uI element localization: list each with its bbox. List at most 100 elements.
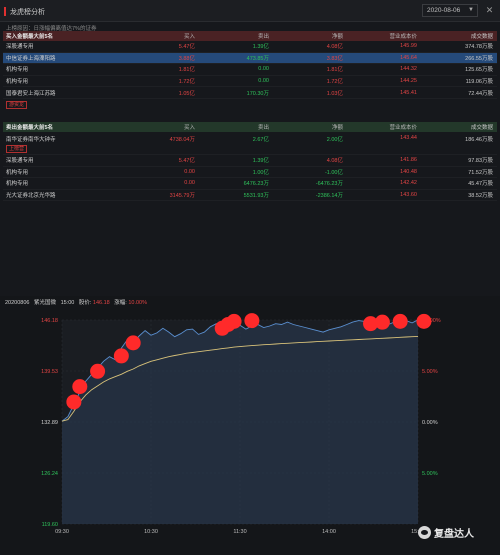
chart-info-bar: 20200806 紫光国微 15:00 股价: 146.18 涨幅: 10.00…	[5, 298, 150, 306]
y-tick-label: 126.24	[41, 471, 58, 477]
title-accent	[4, 7, 6, 16]
pct-tick-label: 5.00%	[422, 471, 438, 477]
cost-price: 141.86	[400, 157, 417, 164]
x-tick-label: 10:30	[144, 529, 158, 535]
tag-button[interactable]: 游资龙	[6, 100, 28, 109]
trade-marker	[392, 313, 408, 329]
net-amount: 2.00亿	[326, 137, 343, 143]
sell-amount: 5531.93万	[243, 193, 269, 200]
watermark-text: 复盘达人	[434, 528, 474, 540]
table-row[interactable]: 国泰君安上海江苏路 1.05亿 170.30万 1.03亿 145.41 72.…	[3, 87, 497, 99]
col-cost: 营业成本价	[389, 34, 417, 40]
buy-amount: 4738.04万	[169, 137, 195, 143]
listing-reason: 上榜原因：日涨幅偏离值达7%的证券	[6, 26, 97, 32]
col-net: 净额	[331, 125, 343, 131]
buy-amount: 5.47亿	[178, 44, 195, 51]
chevron-down-icon: ▼	[468, 7, 474, 13]
x-tick-label: 11:30	[233, 529, 246, 535]
seat-name: 机构专用	[6, 169, 29, 176]
col-sell: 卖出	[257, 125, 269, 131]
table-row[interactable]: 机构专用 0.00 6476.23万 -6476.23万 142.42 45.4…	[3, 178, 497, 190]
close-icon[interactable]: ✕	[485, 5, 494, 15]
wechat-icon	[418, 525, 431, 539]
trade-marker	[363, 316, 379, 332]
cost-price: 142.42	[400, 180, 417, 187]
buy-amount: 0.00	[184, 180, 195, 187]
seat-name: 南华证券南华大钟寺	[6, 137, 56, 143]
sell-amount: 170.30万	[246, 90, 269, 97]
seat-name: 深股通专用	[6, 44, 34, 51]
table-row[interactable]: 南华证券南华大钟寺 上榜营 4738.04万 2.67亿 2.00亿 143.4…	[3, 132, 497, 155]
sell-amount: 0.00	[258, 66, 269, 73]
net-amount: 4.08亿	[326, 158, 343, 165]
trade-marker	[244, 313, 260, 329]
trade-marker	[113, 348, 129, 364]
average-price-line	[61, 335, 419, 422]
net-amount: 1.03亿	[326, 90, 343, 97]
chart-date: 20200806	[5, 300, 30, 306]
x-tick-label: 09:30	[55, 529, 69, 535]
cost-price: 140.48	[400, 168, 417, 175]
col-buy: 买入	[183, 34, 195, 40]
sell-amount: 1.00亿	[252, 169, 269, 176]
deal-volume: 72.44万股	[468, 90, 493, 97]
buy-table-header: 买入金额最大前5名 买入 卖出 净额 营业成本价 成交数据	[3, 31, 497, 41]
sell-table-title: 卖出金额最大前5名	[6, 125, 54, 131]
trade-marker	[66, 394, 82, 410]
seat-name: 光大证券北京光华路	[6, 193, 56, 200]
sell-table-header: 卖出金额最大前5名 买入 卖出 净额 营业成本价 成交数据	[3, 122, 497, 132]
table-row[interactable]: 光大证券北京光华路 3145.79万 5531.93万 -2386.14万 14…	[3, 190, 497, 202]
sell-amount: 1.39亿	[252, 44, 269, 51]
seat-name: 国泰君安上海江苏路	[6, 90, 56, 97]
date-select[interactable]: 2020-08-06 ▼	[422, 4, 478, 17]
trade-marker	[226, 313, 242, 329]
cost-price: 143.60	[400, 192, 417, 199]
seat-name: 机构专用	[6, 79, 29, 86]
intraday-price-chart[interactable]: 146.18139.53132.89126.24119.6010.00%5.00…	[0, 305, 500, 550]
col-deal: 成交数据	[470, 34, 493, 40]
sell-amount: 473.85万	[246, 55, 269, 62]
col-deal: 成交数据	[470, 125, 493, 131]
net-amount: -6476.23万	[315, 181, 343, 188]
table-row[interactable]: 机构专用 1.81亿 0.00 1.81亿 144.32 125.65万股	[3, 64, 497, 76]
tag-button[interactable]: 上榜营	[6, 145, 28, 153]
table-row[interactable]: 深股通专用 5.47亿 1.39亿 4.08亿 141.86 97.83万股	[3, 155, 497, 167]
price-label: 股价:	[78, 300, 92, 306]
seat-name: 机构专用	[6, 181, 29, 188]
col-buy: 买入	[183, 125, 195, 131]
deal-volume: 119.06万股	[465, 79, 493, 86]
change-label: 涨幅:	[114, 300, 127, 306]
deal-volume: 186.46万股	[465, 137, 493, 143]
seat-cell: 南华证券南华大钟寺 上榜营	[3, 135, 123, 153]
y-tick-label: 146.18	[41, 318, 58, 324]
buy-top5-table: 买入金额最大前5名 买入 卖出 净额 营业成本价 成交数据 深股通专用 5.47…	[3, 31, 497, 111]
buy-amount: 5.47亿	[178, 158, 195, 165]
net-amount: 4.08亿	[326, 44, 343, 51]
col-sell: 卖出	[257, 34, 269, 40]
trade-marker	[72, 379, 88, 395]
sell-amount: 2.67亿	[252, 137, 269, 143]
seat-name: 中信证券上海溧阳路	[6, 55, 56, 62]
sell-top5-table: 卖出金额最大前5名 买入 卖出 净额 营业成本价 成交数据 南华证券南华大钟寺 …	[3, 122, 497, 202]
buy-amount: 1.05亿	[178, 90, 195, 97]
deal-volume: 266.55万股	[465, 55, 493, 62]
buy-table-title: 买入金额最大前5名	[6, 34, 54, 40]
cost-price: 145.41	[400, 89, 417, 96]
price-area	[62, 319, 418, 524]
window-title: 龙虎榜分析	[10, 9, 45, 16]
cost-price: 145.99	[400, 43, 417, 50]
trade-marker	[374, 314, 390, 330]
table-row[interactable]: 机构专用 1.72亿 0.00 1.72亿 144.25 119.06万股	[3, 76, 497, 88]
stock-name: 紫光国微	[34, 300, 57, 306]
table-row-selected[interactable]: 中信证券上海溧阳路 3.88亿 473.85万 3.83亿 145.64 266…	[3, 52, 497, 65]
table-row[interactable]: 机构专用 0.00 1.00亿 -1.00亿 140.48 71.52万股	[3, 167, 497, 179]
table-row[interactable]: 深股通专用 5.47亿 1.39亿 4.08亿 145.99 374.78万股	[3, 41, 497, 53]
pct-tick-label: 0.00%	[422, 420, 438, 426]
col-net: 净额	[331, 34, 343, 40]
y-tick-label: 119.60	[42, 522, 58, 528]
seat-name: 机构专用	[6, 67, 29, 74]
cost-price: 144.25	[400, 78, 417, 85]
trade-marker	[125, 335, 141, 351]
deal-volume: 125.65万股	[465, 67, 493, 74]
cost-price: 144.32	[400, 66, 417, 73]
